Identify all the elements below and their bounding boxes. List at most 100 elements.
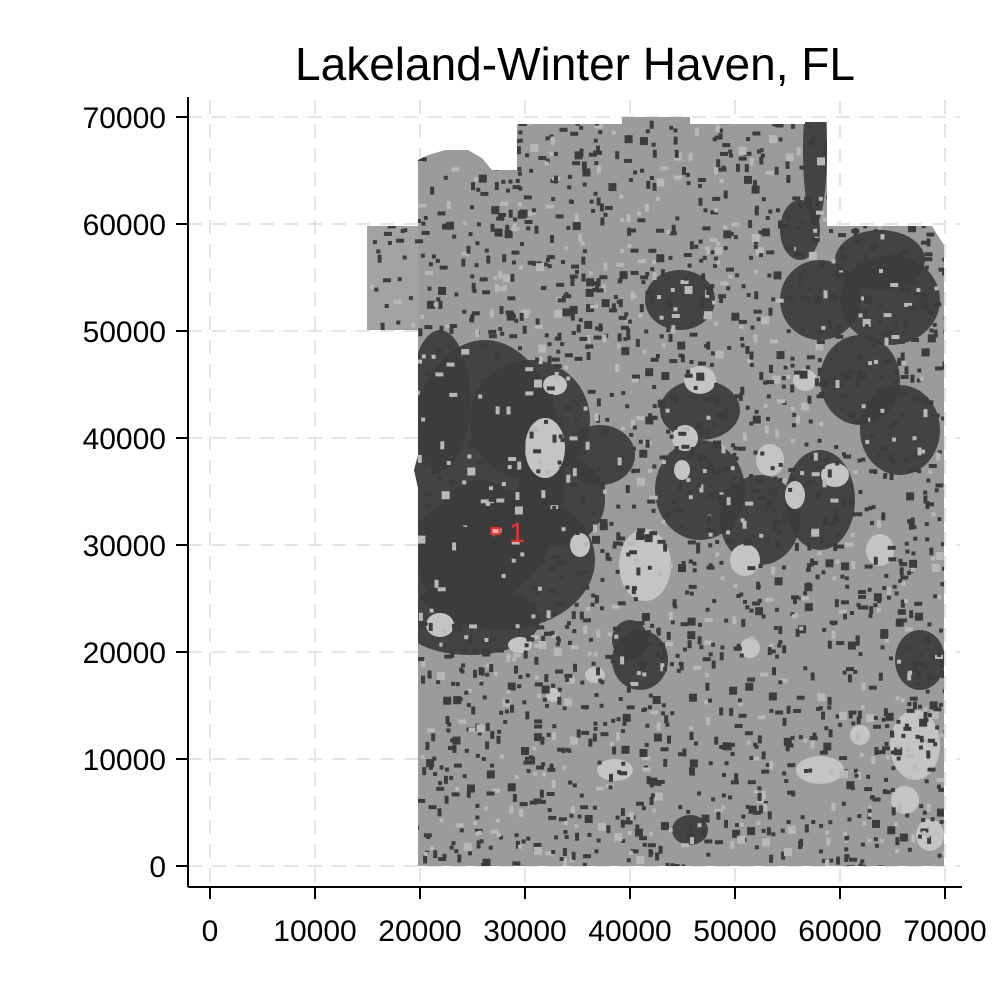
speckle-cell	[409, 531, 417, 536]
speckle-cell	[468, 232, 473, 237]
speckle-cell	[494, 166, 499, 171]
speckle-cell	[871, 505, 876, 510]
speckle-cell	[563, 698, 572, 707]
speckle-cell	[824, 459, 829, 464]
speckle-cell	[461, 251, 470, 256]
speckle-cell	[450, 582, 459, 587]
speckle-cell	[686, 809, 691, 814]
speckle-cell	[509, 334, 518, 339]
speckle-cell	[895, 837, 900, 846]
speckle-cell	[574, 151, 583, 160]
speckle-cell	[622, 713, 631, 722]
speckle-cell	[461, 349, 470, 357]
speckle-cell	[933, 594, 938, 599]
speckle-cell	[436, 392, 441, 397]
speckle-cell	[761, 197, 766, 202]
speckle-cell	[904, 627, 913, 632]
speckle-cell	[393, 800, 398, 805]
speckle-cell	[906, 492, 915, 501]
speckle-cell	[460, 360, 465, 369]
speckle-cell	[736, 593, 741, 598]
speckle-cell	[854, 299, 858, 304]
speckle-cell	[405, 140, 410, 145]
speckle-cell	[930, 711, 939, 719]
speckle-cell	[442, 853, 447, 858]
speckle-cell	[567, 621, 571, 626]
speckle-cell	[901, 288, 906, 293]
speckle-cell	[734, 394, 739, 399]
speckle-cell	[404, 401, 408, 406]
speckle-cell	[883, 181, 888, 190]
speckle-cell	[792, 413, 797, 417]
speckle-cell	[562, 706, 567, 711]
speckle-cell	[769, 854, 774, 863]
speckle-cell	[490, 503, 495, 508]
speckle-cell	[910, 281, 919, 286]
speckle-cell	[712, 528, 717, 533]
speckle-cell	[369, 507, 374, 512]
speckle-cell	[625, 318, 630, 323]
speckle-cell	[912, 663, 917, 672]
speckle-cell	[470, 205, 474, 210]
speckle-cell	[505, 224, 510, 233]
speckle-cell	[795, 628, 800, 637]
speckle-cell	[404, 570, 409, 579]
speckle-cell	[791, 521, 795, 526]
speckle-cell	[766, 416, 770, 421]
speckle-cell	[892, 437, 897, 442]
speckle-cell	[529, 379, 537, 383]
speckle-cell	[671, 325, 676, 334]
speckle-cell	[748, 805, 757, 814]
speckle-cell	[384, 304, 389, 308]
speckle-cell	[624, 820, 633, 825]
speckle-cell	[901, 176, 906, 185]
speckle-cell	[558, 434, 563, 439]
speckle-cell	[632, 468, 641, 473]
speckle-cell	[596, 197, 601, 206]
speckle-cell	[436, 519, 441, 524]
speckle-cell	[645, 271, 650, 276]
speckle-cell	[475, 831, 480, 836]
speckle-cell	[818, 706, 823, 711]
speckle-cell	[749, 157, 754, 166]
speckle-cell	[826, 837, 831, 846]
speckle-cell	[781, 565, 786, 570]
speckle-cell	[583, 618, 591, 623]
speckle-cell	[598, 430, 607, 435]
speckle-cell	[840, 122, 845, 131]
speckle-cell	[602, 334, 607, 343]
speckle-cell	[482, 489, 487, 494]
speckle-cell	[797, 201, 802, 210]
speckle-cell	[649, 531, 658, 536]
speckle-cell	[633, 558, 638, 563]
speckle-cell	[649, 710, 658, 715]
speckle-cell	[821, 711, 825, 720]
speckle-cell	[478, 174, 487, 183]
speckle-cell	[699, 300, 704, 309]
speckle-cell	[446, 201, 451, 209]
speckle-cell	[749, 756, 754, 760]
speckle-cell	[479, 681, 484, 686]
speckle-cell	[564, 520, 569, 525]
speckle-cell	[532, 480, 541, 485]
speckle-cell	[778, 478, 783, 482]
speckle-cell	[628, 850, 633, 855]
speckle-cell	[754, 207, 759, 216]
speckle-cell	[476, 461, 485, 465]
speckle-cell	[514, 665, 518, 674]
speckle-cell	[879, 269, 883, 273]
speckle-cell	[822, 479, 827, 488]
speckle-cell	[501, 415, 506, 424]
speckle-cell	[542, 285, 547, 290]
speckle-cell	[682, 166, 686, 175]
speckle-cell	[670, 863, 675, 866]
speckle-cell	[706, 461, 711, 470]
water-bodies	[426, 366, 944, 851]
speckle-cell	[370, 130, 375, 135]
speckle-cell	[768, 487, 777, 496]
speckle-cell	[436, 297, 441, 302]
speckle-cell	[880, 446, 889, 451]
lake	[890, 710, 940, 780]
speckle-cell	[409, 842, 414, 847]
speckle-cell	[369, 741, 374, 750]
